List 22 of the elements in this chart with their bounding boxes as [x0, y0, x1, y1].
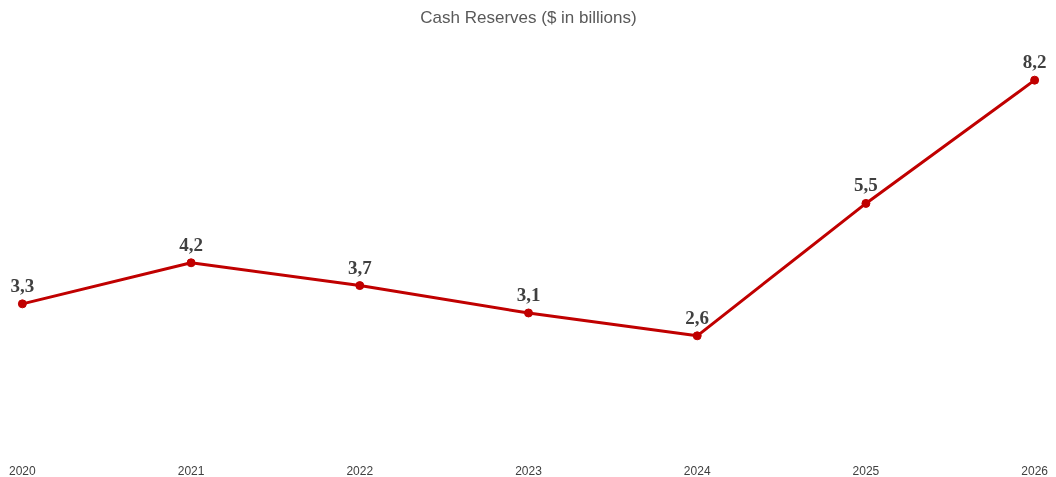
- x-tick-label: 2021: [177, 463, 205, 477]
- point: [524, 308, 533, 318]
- point: [17, 299, 27, 309]
- data-label: 3,7: [347, 256, 373, 278]
- x-tick-label: 2023: [515, 463, 543, 477]
- point: [692, 331, 702, 341]
- data-label: 2,6: [685, 306, 710, 328]
- data-label: 5,5: [854, 174, 878, 196]
- chart-title: Cash Reserves ($ in billions): [420, 7, 637, 27]
- data-label: 4,2: [179, 233, 203, 255]
- point: [1030, 75, 1040, 85]
- point: [186, 258, 196, 268]
- data-label: 3,1: [516, 283, 541, 305]
- x-tick-label: 2025: [852, 463, 880, 477]
- point: [355, 281, 365, 291]
- x-tick-label: 2022: [346, 463, 374, 477]
- x-tick-label: 2024: [683, 463, 711, 477]
- data-label: 3,3: [10, 274, 35, 296]
- data-label: 8,2: [1022, 51, 1047, 73]
- point: [861, 198, 871, 208]
- x-tick-label: 2020: [9, 463, 37, 477]
- x-tick-label: 2026: [1021, 463, 1049, 477]
